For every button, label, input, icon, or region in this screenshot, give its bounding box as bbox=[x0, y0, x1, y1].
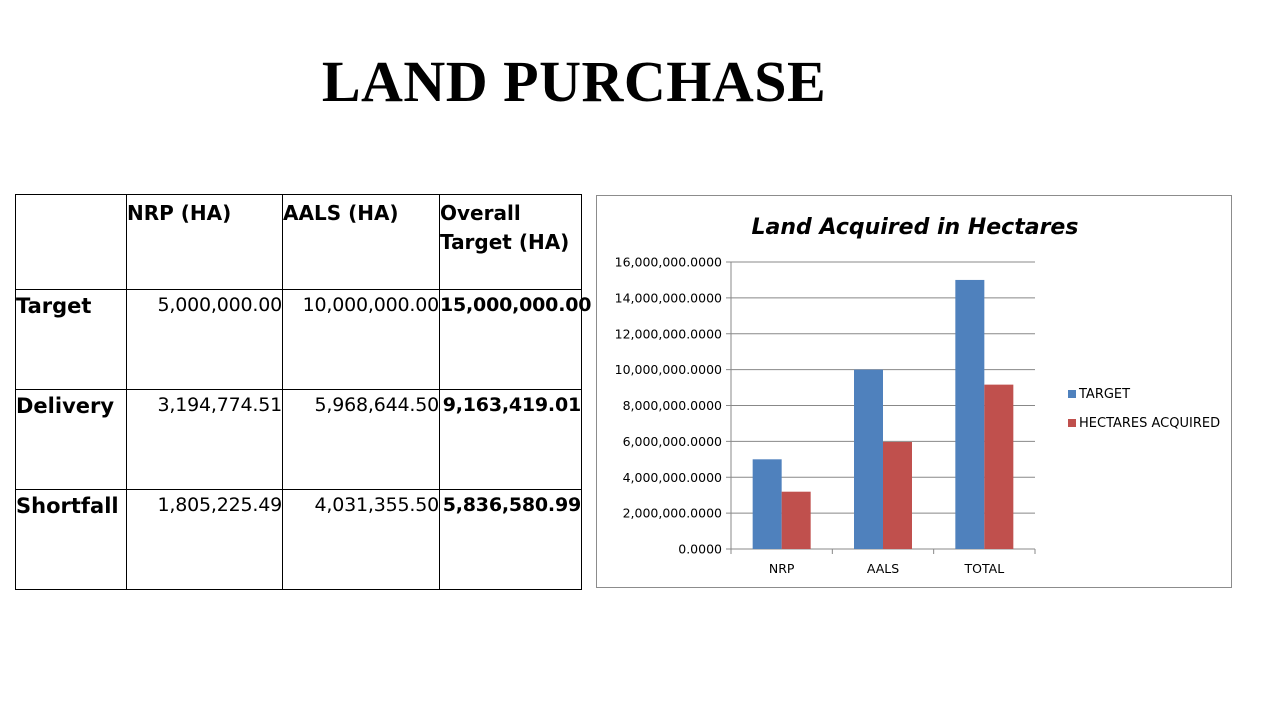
header-cell-aals: AALS (HA) bbox=[282, 194, 440, 290]
bar-target bbox=[752, 459, 782, 549]
legend-swatch bbox=[1068, 419, 1076, 427]
cell-aals: 10,000,000.00 bbox=[282, 289, 440, 390]
x-tick-label: AALS bbox=[867, 561, 899, 576]
bar-hectares-acquired bbox=[984, 384, 1014, 549]
y-tick-label: 12,000,000.0000 bbox=[615, 326, 722, 341]
y-tick-label: 8,000,000.0000 bbox=[623, 398, 722, 413]
slide-title: LAND PURCHASE bbox=[321, 49, 827, 114]
cell-overall: 9,163,419.01 bbox=[439, 389, 582, 490]
y-tick-label: 4,000,000.0000 bbox=[623, 470, 722, 485]
x-tick-label: TOTAL bbox=[964, 561, 1005, 576]
y-tick-label: 14,000,000.0000 bbox=[615, 290, 722, 305]
legend-swatch bbox=[1068, 390, 1076, 398]
bar-hectares-acquired bbox=[781, 491, 811, 549]
cell-aals: 5,968,644.50 bbox=[282, 389, 440, 490]
x-tick-label: NRP bbox=[769, 561, 795, 576]
chart-frame: Land Acquired in Hectares 0.0000 2,000,00… bbox=[596, 195, 1232, 588]
header-cell-overall: Overall Target (HA) bbox=[439, 194, 582, 290]
header-cell-nrp: NRP (HA) bbox=[126, 194, 283, 290]
y-tick-label: 16,000,000.0000 bbox=[615, 255, 722, 270]
cell-aals: 4,031,355.50 bbox=[282, 489, 440, 590]
bar-chart: Land Acquired in Hectares 0.0000 2,000,00… bbox=[615, 215, 1220, 576]
legend-label: TARGET bbox=[1078, 387, 1130, 402]
cell-nrp: 3,194,774.51 bbox=[126, 389, 283, 490]
header-cell-empty bbox=[15, 194, 127, 290]
table-row-delivery: Delivery 3,194,774.51 5,968,644.50 9,163… bbox=[15, 389, 582, 490]
row-label: Target bbox=[15, 289, 127, 390]
cell-overall: 15,000,000.00 bbox=[439, 289, 591, 390]
chart-title: Land Acquired in Hectares bbox=[752, 215, 1079, 240]
cell-overall: 5,836,580.99 bbox=[439, 489, 582, 590]
table-row-shortfall: Shortfall 1,805,225.49 4,031,355.50 5,83… bbox=[15, 489, 582, 590]
bar-hectares-acquired bbox=[883, 441, 912, 549]
bar-target bbox=[955, 279, 985, 549]
legend-label: HECTARES ACQUIRED bbox=[1079, 416, 1220, 431]
y-tick-label: 0.0000 bbox=[678, 542, 722, 557]
y-tick-label: 10,000,000.0000 bbox=[615, 362, 722, 377]
cell-nrp: 5,000,000.00 bbox=[126, 289, 283, 390]
table-header-row: NRP (HA) AALS (HA) Overall Target (HA) bbox=[15, 194, 582, 290]
cell-nrp: 1,805,225.49 bbox=[126, 489, 283, 590]
bar-target bbox=[854, 369, 883, 549]
land-purchase-table: NRP (HA) AALS (HA) Overall Target (HA) T… bbox=[15, 194, 591, 590]
row-label: Delivery bbox=[15, 389, 127, 490]
y-tick-label: 2,000,000.0000 bbox=[623, 506, 722, 521]
y-tick-label: 6,000,000.0000 bbox=[623, 434, 722, 449]
row-label: Shortfall bbox=[15, 489, 127, 590]
table-row-target: Target 5,000,000.00 10,000,000.00 15,000… bbox=[15, 289, 591, 390]
